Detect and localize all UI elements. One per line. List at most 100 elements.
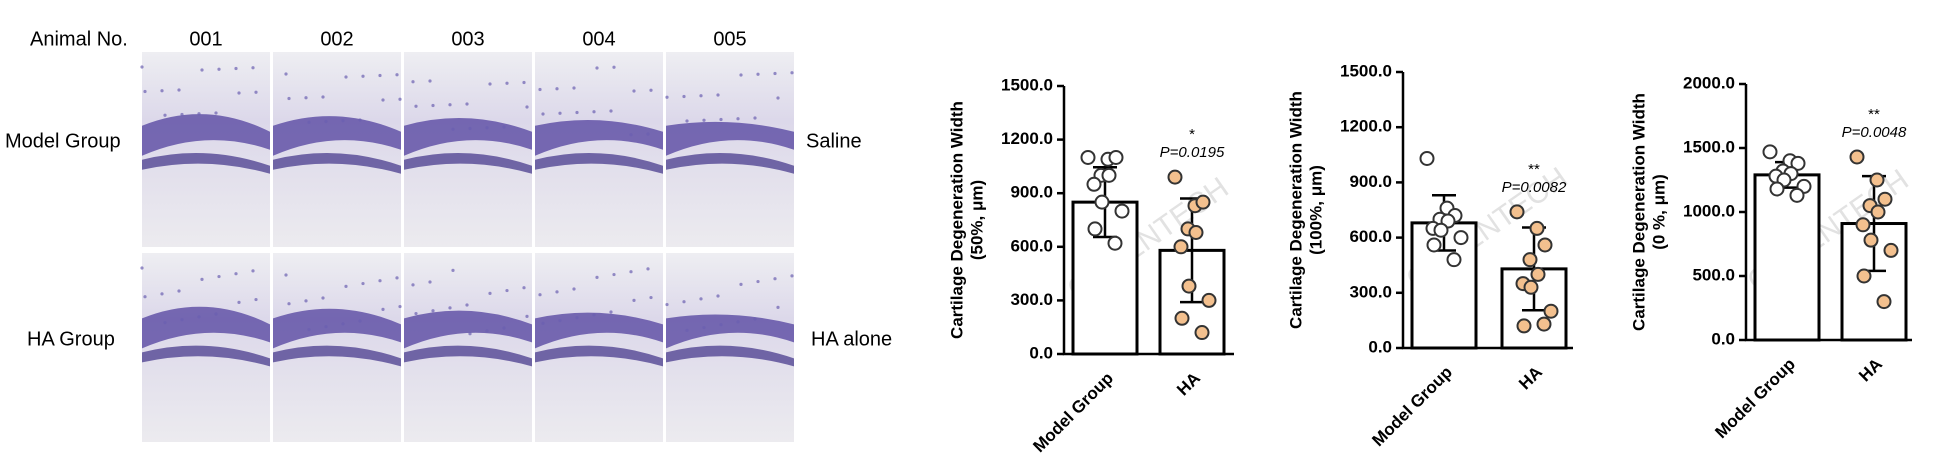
cell-dot — [468, 126, 472, 131]
stained-cartilage — [142, 153, 270, 174]
cell-dot — [431, 309, 435, 313]
p-value: P=0.0082 — [1502, 179, 1567, 196]
cell-dot — [736, 117, 740, 121]
data-point — [1195, 194, 1211, 210]
right-label: HA alone — [811, 328, 892, 350]
cell-dot — [381, 307, 385, 311]
axes — [1744, 84, 1912, 342]
data-point — [1856, 268, 1872, 284]
cell-dot — [629, 270, 633, 274]
stained-cartilage — [535, 153, 663, 174]
cell-dot — [448, 306, 452, 310]
stained-cartilage — [666, 153, 794, 174]
data-point — [1107, 235, 1123, 251]
cell-dot — [163, 113, 167, 117]
y-axis-label: Cartilage Degeneration Width — [947, 101, 966, 339]
cell-dot — [197, 112, 201, 116]
cell-dot — [428, 280, 432, 284]
data-point — [1863, 232, 1879, 248]
cell-dot — [200, 68, 204, 72]
y-tick-label: 1200.0 — [1340, 117, 1392, 136]
cell-dot — [344, 284, 348, 288]
cell-dot — [237, 300, 241, 304]
cell-dot — [756, 72, 760, 76]
cell-dot — [753, 317, 757, 321]
histology-image — [142, 52, 270, 247]
stained-cartilage — [535, 312, 663, 349]
cell-dot — [251, 66, 255, 70]
chart: GREENTECH0.0300.0600.0900.01200.01500.0C… — [1286, 61, 1573, 450]
stained-cartilage — [404, 310, 532, 349]
animal-number: 005 — [713, 28, 746, 50]
bar — [1840, 222, 1908, 342]
cell-dot — [592, 110, 596, 114]
data-point — [1877, 191, 1893, 207]
stained-cartilage — [666, 314, 794, 349]
cell-dot — [555, 87, 559, 91]
cell-dot — [558, 318, 562, 323]
bar — [1753, 173, 1821, 342]
axes — [1401, 72, 1573, 350]
histology-image — [273, 52, 401, 247]
cell-dot — [411, 80, 415, 84]
cell-dot — [685, 119, 689, 123]
y-tick-label: 1200.0 — [1001, 129, 1053, 148]
data-point — [1201, 292, 1217, 308]
x-tick-label: HA — [1173, 369, 1204, 400]
y-axis-unit: (0 %, μm) — [1649, 174, 1668, 250]
axes — [1062, 86, 1234, 356]
x-tick-label: Model Group — [1711, 355, 1799, 443]
data-point — [1419, 150, 1435, 166]
stained-cartilage — [535, 345, 663, 367]
data-point — [1883, 242, 1899, 258]
chart: GREENTECH0.0300.0600.0900.01200.01500.0C… — [947, 75, 1234, 456]
y-tick-label: 0.0 — [1368, 337, 1392, 356]
cell-dot — [251, 269, 255, 273]
cell-dot — [307, 327, 311, 332]
cell-dot — [541, 321, 545, 325]
cell-dot — [140, 266, 144, 270]
cell-dot — [378, 73, 382, 78]
y-axis-unit: (100%, μm) — [1306, 165, 1325, 255]
cell-dot — [665, 95, 669, 99]
data-point — [1094, 194, 1110, 210]
cell-dot — [304, 96, 308, 100]
data-point — [1762, 144, 1778, 160]
cell-dot — [646, 267, 650, 271]
cell-dot — [488, 291, 492, 295]
row-label: Model Group — [5, 130, 121, 152]
cell-dot — [595, 66, 599, 70]
cell-dot — [682, 94, 686, 99]
cell-dot — [575, 110, 579, 115]
significance: * — [1189, 126, 1195, 143]
stained-cartilage — [273, 308, 401, 349]
stained-cartilage — [142, 114, 270, 156]
data-point — [1530, 266, 1546, 282]
cell-dot — [378, 279, 382, 283]
stained-cartilage — [666, 345, 794, 367]
cell-dot — [237, 91, 241, 95]
cell-dot — [522, 286, 526, 290]
y-tick-label: 2000.0 — [1683, 73, 1735, 92]
cell-dot — [177, 88, 181, 92]
y-axis-label: Cartilage Degeneration Width — [1629, 93, 1648, 331]
cell-dot — [361, 74, 365, 78]
cell-dot — [629, 133, 633, 137]
data-point — [1790, 155, 1806, 171]
animal-number: 002 — [320, 28, 353, 50]
cell-dot — [790, 71, 794, 75]
row-label: HA Group — [27, 328, 115, 350]
cell-dot — [572, 86, 576, 90]
stained-cartilage — [273, 345, 401, 367]
cell-dot — [304, 299, 308, 303]
data-point — [1543, 303, 1559, 319]
cell-dot — [699, 94, 703, 98]
cell-dot — [200, 277, 204, 281]
cell-dot — [324, 119, 328, 124]
cell-dot — [341, 322, 345, 326]
cell-dot — [448, 103, 452, 107]
cell-dot — [609, 109, 613, 113]
cell-dot — [505, 288, 509, 293]
data-point — [1080, 149, 1096, 165]
cell-dot — [739, 73, 743, 77]
